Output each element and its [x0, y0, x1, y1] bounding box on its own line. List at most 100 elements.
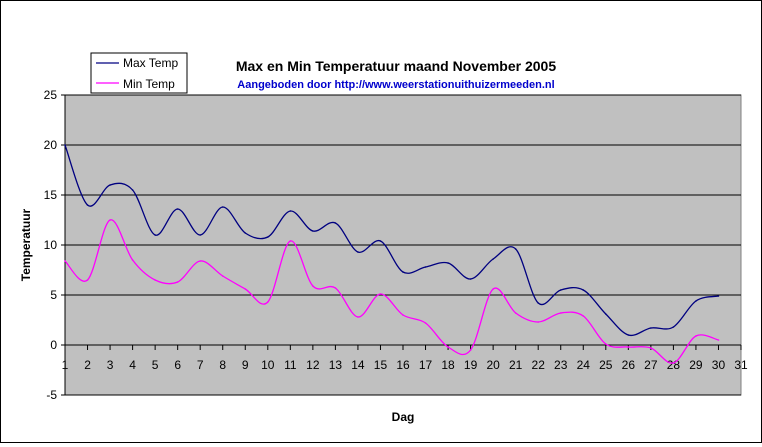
x-tick-label: 24 [577, 358, 591, 372]
data-point-max-temp [334, 222, 337, 224]
y-tick-label: -5 [46, 388, 57, 402]
y-tick-label: 5 [50, 288, 57, 302]
data-point-max-temp [312, 230, 314, 232]
data-point-min-temp [221, 275, 224, 277]
y-tick-label: 15 [44, 188, 58, 202]
data-point-min-temp [199, 260, 201, 262]
x-tick-label: 19 [464, 358, 478, 372]
y-tick-labels: -5 0 5 10 15 20 25 [44, 88, 58, 402]
data-point-min-temp [424, 322, 427, 324]
data-point-max-temp [109, 184, 111, 186]
data-point-min-temp [402, 314, 404, 316]
data-point-max-temp [627, 334, 630, 336]
data-point-min-temp [131, 259, 134, 261]
x-tick-label: 17 [419, 358, 433, 372]
data-point-min-temp [514, 312, 517, 314]
x-tick-label: 6 [174, 358, 181, 372]
data-point-min-temp [469, 349, 472, 351]
data-point-min-temp [695, 335, 697, 337]
data-point-max-temp [176, 208, 179, 210]
data-point-min-temp [605, 343, 607, 345]
x-tick-label: 25 [599, 358, 613, 372]
x-tick-label: 5 [152, 358, 159, 372]
legend-label-max: Max Temp [123, 56, 178, 70]
data-point-max-temp [469, 278, 472, 280]
x-tick-label: 13 [329, 358, 343, 372]
x-tick-label: 21 [509, 358, 523, 372]
x-tick-label: 15 [374, 358, 388, 372]
data-point-max-temp [357, 251, 359, 253]
data-point-max-temp [64, 144, 66, 146]
data-point-max-temp [447, 262, 449, 264]
data-point-min-temp [559, 312, 562, 314]
data-point-min-temp [379, 293, 382, 295]
y-tick-label: 20 [44, 138, 58, 152]
data-point-min-temp [492, 288, 494, 290]
x-tick-label: 26 [622, 358, 636, 372]
data-point-max-temp [86, 204, 89, 206]
x-tick-label: 7 [197, 358, 204, 372]
data-point-max-temp [244, 232, 247, 234]
data-point-max-temp [131, 189, 134, 191]
data-point-max-temp [650, 327, 652, 329]
x-tick-label: 3 [107, 358, 114, 372]
data-point-min-temp [357, 316, 359, 318]
data-point-min-temp [176, 281, 179, 283]
x-tick-label: 23 [554, 358, 568, 372]
x-tick-label: 9 [242, 358, 249, 372]
data-point-min-temp [244, 288, 247, 290]
legend-label-min: Min Temp [123, 77, 175, 91]
data-point-min-temp [289, 240, 292, 242]
data-point-max-temp [289, 210, 292, 212]
x-tick-label: 16 [396, 358, 410, 372]
y-tick-label: 10 [44, 238, 58, 252]
data-point-max-temp [695, 300, 697, 302]
data-point-max-temp [672, 326, 675, 328]
x-tick-label: 10 [261, 358, 275, 372]
x-tick-label: 27 [644, 358, 658, 372]
data-point-min-temp [154, 279, 156, 281]
x-tick-label: 20 [486, 358, 500, 372]
data-point-min-temp [717, 339, 720, 341]
data-point-max-temp [492, 258, 494, 260]
x-tick-label: 2 [84, 358, 91, 372]
data-point-min-temp [312, 285, 314, 287]
data-point-min-temp [267, 301, 269, 303]
x-axis-label: Dag [392, 410, 415, 424]
data-point-max-temp [605, 313, 607, 315]
data-point-max-temp [537, 302, 539, 304]
x-tick-label: 14 [351, 358, 365, 372]
y-tick-label: 25 [44, 88, 58, 102]
x-tick-label: 12 [306, 358, 320, 372]
data-point-max-temp [199, 234, 201, 236]
legend: Max Temp Min Temp [90, 52, 188, 94]
x-tick-label: 31 [734, 358, 748, 372]
x-tick-label: 18 [441, 358, 455, 372]
data-point-max-temp [267, 236, 269, 238]
x-tick-label: 30 [712, 358, 726, 372]
data-point-max-temp [424, 266, 427, 268]
data-point-max-temp [221, 206, 224, 208]
chart-title: Max en Min Temperatuur maand November 20… [236, 58, 556, 74]
data-point-max-temp [559, 289, 562, 291]
data-point-max-temp [379, 240, 382, 242]
data-point-min-temp [672, 362, 675, 364]
data-point-min-temp [447, 346, 449, 348]
data-point-min-temp [64, 260, 66, 262]
y-tick-label: 0 [50, 338, 57, 352]
data-point-min-temp [582, 315, 585, 317]
x-tick-label: 1 [62, 358, 69, 372]
legend-box [90, 52, 188, 94]
data-point-max-temp [514, 248, 517, 250]
data-point-max-temp [717, 295, 720, 297]
data-point-max-temp [154, 234, 156, 236]
data-point-min-temp [334, 287, 337, 289]
data-point-min-temp [86, 279, 89, 281]
x-tick-label: 22 [532, 358, 546, 372]
x-tick-label: 29 [689, 358, 703, 372]
x-tick-label: 8 [219, 358, 226, 372]
data-point-min-temp [627, 346, 630, 348]
data-point-min-temp [109, 219, 111, 221]
